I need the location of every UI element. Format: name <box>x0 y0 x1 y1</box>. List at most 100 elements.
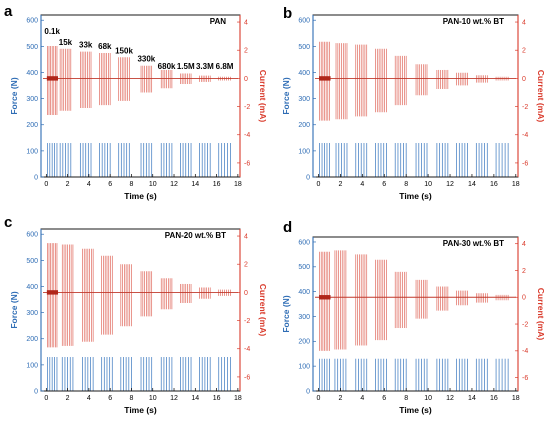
y-left-tick-label: 600 <box>26 18 38 25</box>
x-tick-label: 14 <box>468 395 476 402</box>
segment-8 <box>456 290 468 391</box>
x-tick-label: 6 <box>382 395 386 402</box>
x-tick-label: 12 <box>446 181 454 188</box>
y-right-tick-label: 4 <box>244 19 248 26</box>
segment-3 <box>355 44 368 177</box>
segment-2 <box>59 48 72 177</box>
segment-8 <box>456 72 468 177</box>
y-left-tick-label: 0 <box>306 174 310 181</box>
x-tick-label: 10 <box>149 395 157 402</box>
y-right-tick-label: -6 <box>522 375 528 382</box>
x-tick-label: 8 <box>404 395 408 402</box>
y-right-tick-label: 4 <box>522 241 526 248</box>
y-left-tick-label: 500 <box>298 44 310 51</box>
segment-10 <box>495 76 509 177</box>
y-right-tick-label: -4 <box>244 346 250 353</box>
segment-6 <box>140 65 153 177</box>
x-tick-label: 6 <box>108 181 112 188</box>
y-left-axis-label: Force (N) <box>281 77 291 114</box>
x-tick-label: 18 <box>512 181 520 188</box>
x-tick-label: 6 <box>108 395 112 402</box>
x-tick-label: 8 <box>404 181 408 188</box>
x-axis-label: Time (s) <box>399 405 432 415</box>
y-right-tick-label: -2 <box>522 321 528 328</box>
x-tick-label: 14 <box>191 395 199 402</box>
y-right-tick-label: -6 <box>244 374 250 381</box>
segment-4 <box>101 255 113 391</box>
resistance-label: 68k <box>98 42 112 51</box>
segment-2 <box>61 244 74 391</box>
y-right-tick-label: -4 <box>244 132 250 139</box>
y-right-tick-label: 0 <box>522 295 526 302</box>
segment-4 <box>375 259 387 391</box>
x-tick-label: 0 <box>317 181 321 188</box>
y-right-tick-label: 0 <box>244 290 248 297</box>
segment-5 <box>394 271 407 391</box>
x-tick-label: 14 <box>191 181 199 188</box>
segment-3 <box>79 51 92 177</box>
resistance-label: 680k <box>158 62 176 71</box>
y-left-axis-label: Force (N) <box>9 77 19 114</box>
y-right-tick-label: 2 <box>522 48 526 55</box>
y-right-axis-label: Current (mA) <box>536 70 546 123</box>
x-tick-label: 12 <box>170 395 178 402</box>
resistance-label: 6.8M <box>216 62 234 71</box>
initial-data-cluster <box>46 290 59 295</box>
y-right-axis-label: Current (mA) <box>536 288 546 341</box>
panel-title: PAN-10 wt.% BT <box>443 17 504 26</box>
x-tick-label: 10 <box>424 395 432 402</box>
x-tick-label: 8 <box>130 395 134 402</box>
x-tick-label: 16 <box>490 181 498 188</box>
segment-7 <box>160 278 173 391</box>
panel-letter: b <box>283 5 292 22</box>
segment-10 <box>218 76 231 177</box>
resistance-label: 33k <box>79 41 93 50</box>
chart-panel-d: d 0 2 4 6 8 10 12 14 16 18 0 100 200 300 400 500 600 -6 -4 -… <box>281 219 546 415</box>
resistance-label: 1.5M <box>177 62 195 71</box>
segment-2 <box>335 43 348 177</box>
segment-8 <box>180 73 192 177</box>
segment-5 <box>118 57 130 177</box>
panel-letter: a <box>4 3 13 20</box>
x-axis-label: Time (s) <box>124 405 157 415</box>
x-axis-label: Time (s) <box>124 191 157 201</box>
y-right-tick-label: -2 <box>522 104 528 111</box>
y-right-tick-label: -6 <box>522 160 528 167</box>
y-right-tick-label: -2 <box>244 104 250 111</box>
y-right-tick-label: -4 <box>522 348 528 355</box>
segment-1 <box>319 41 330 177</box>
x-tick-label: 18 <box>234 181 242 188</box>
y-left-axis-label: Force (N) <box>9 291 19 328</box>
y-left-tick-label: 0 <box>34 174 38 181</box>
x-axis-label: Time (s) <box>399 191 432 201</box>
segment-6 <box>415 279 428 391</box>
x-tick-label: 4 <box>360 181 364 188</box>
segment-2 <box>334 250 347 391</box>
y-left-tick-label: 200 <box>298 339 310 346</box>
x-tick-label: 2 <box>338 181 342 188</box>
x-tick-label: 4 <box>87 395 91 402</box>
resistance-label: 330k <box>137 55 155 64</box>
y-right-tick-label: 2 <box>244 262 248 269</box>
resistance-label: 3.3M <box>196 62 214 71</box>
segment-9 <box>199 75 211 177</box>
segment-8 <box>180 283 192 391</box>
x-tick-label: 0 <box>44 181 48 188</box>
x-tick-label: 2 <box>66 181 70 188</box>
x-tick-label: 0 <box>317 395 321 402</box>
x-tick-label: 18 <box>512 395 520 402</box>
segment-5 <box>394 55 407 177</box>
resistance-label: 0.1k <box>44 27 60 36</box>
y-right-tick-label: 2 <box>244 48 248 55</box>
segment-6 <box>140 271 153 391</box>
y-left-tick-label: 500 <box>298 264 310 271</box>
y-left-tick-label: 400 <box>26 284 38 291</box>
y-left-tick-label: 200 <box>298 122 310 129</box>
segment-10 <box>218 289 231 391</box>
y-right-tick-label: 4 <box>522 19 526 26</box>
initial-data-cluster <box>319 295 331 300</box>
x-tick-label: 4 <box>87 181 91 188</box>
x-tick-label: 2 <box>66 395 70 402</box>
